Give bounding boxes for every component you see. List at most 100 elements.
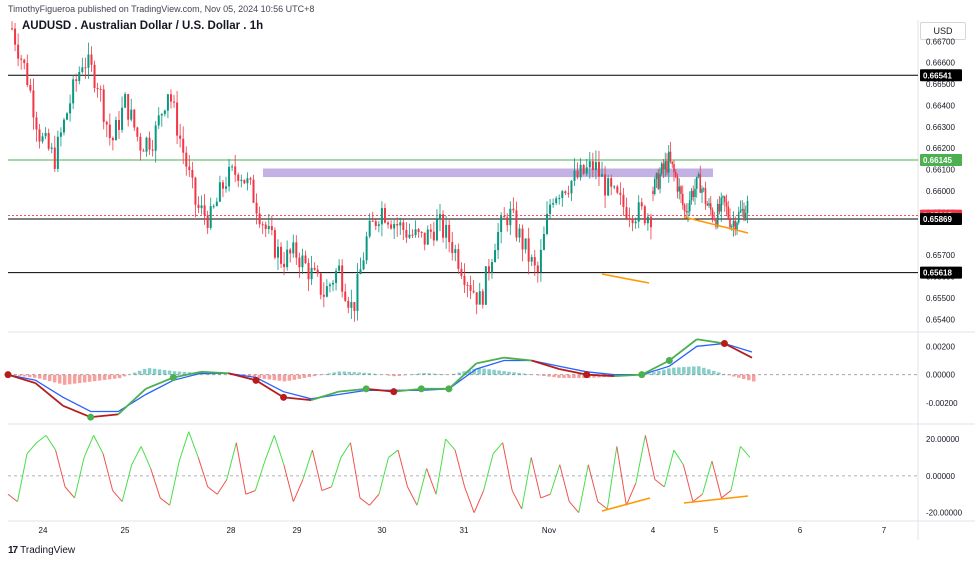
candle-body bbox=[542, 234, 545, 250]
candle-body bbox=[44, 132, 47, 137]
macd-histogram-bar bbox=[547, 374, 551, 377]
price-tick-label: 0.65500 bbox=[926, 294, 955, 303]
macd-histogram-bar bbox=[747, 374, 751, 381]
macd-histogram-bar bbox=[417, 373, 421, 375]
macd-histogram-bar bbox=[347, 371, 352, 375]
osc-line-segment bbox=[435, 438, 447, 495]
candle-body bbox=[506, 217, 509, 226]
macd-histogram-bar bbox=[212, 373, 217, 375]
osc-line-segment bbox=[45, 435, 56, 451]
macd-line-segment bbox=[338, 387, 367, 393]
osc-line-segment bbox=[254, 460, 266, 491]
macd-line-segment bbox=[228, 372, 257, 382]
candle-body bbox=[637, 202, 640, 222]
candle-body bbox=[173, 101, 176, 103]
candle-body bbox=[564, 191, 567, 194]
candle-body bbox=[524, 238, 527, 250]
macd-histogram-bar bbox=[577, 374, 581, 379]
candle-body bbox=[139, 136, 142, 151]
macd-histogram-bar bbox=[307, 374, 312, 378]
macd-histogram-bar bbox=[752, 374, 756, 382]
price-tick-label: 0.65400 bbox=[926, 315, 955, 324]
candle-body bbox=[390, 224, 393, 229]
osc-line-segment bbox=[74, 457, 85, 499]
osc-line-segment bbox=[511, 490, 523, 510]
osc-line-segment bbox=[454, 449, 466, 488]
candle-body bbox=[613, 186, 616, 188]
candle-body bbox=[280, 246, 283, 264]
candle-body bbox=[130, 109, 133, 120]
candle-body bbox=[50, 147, 53, 149]
macd-histogram-bar bbox=[672, 367, 676, 375]
macd-histogram-bar bbox=[352, 372, 357, 375]
osc-line-segment bbox=[568, 501, 580, 513]
macd-cross-dot bbox=[417, 385, 425, 393]
macd-tick-label: -0.00200 bbox=[926, 399, 958, 408]
macd-histogram-bar bbox=[567, 374, 571, 379]
divergence-line bbox=[683, 216, 749, 234]
candle-body bbox=[445, 224, 448, 238]
candle-body bbox=[209, 206, 212, 228]
candle-body bbox=[671, 161, 674, 165]
candle-body bbox=[643, 206, 646, 224]
candle-body bbox=[539, 249, 542, 273]
candle-body bbox=[518, 228, 521, 238]
candle-body bbox=[610, 178, 613, 187]
candle-body bbox=[743, 208, 745, 220]
osc-line-segment bbox=[302, 449, 313, 480]
osc-line-segment bbox=[93, 435, 104, 454]
osc-line-segment bbox=[654, 479, 665, 488]
macd-histogram-bar bbox=[467, 370, 471, 375]
candle-body bbox=[332, 282, 334, 285]
macd-histogram-bar bbox=[137, 370, 142, 375]
currency-button[interactable]: USD bbox=[920, 22, 966, 40]
macd-histogram-bar bbox=[392, 374, 396, 377]
macd-histogram-bar bbox=[342, 371, 347, 375]
macd-line-segment bbox=[476, 356, 505, 365]
candle-body bbox=[652, 190, 654, 195]
macd-histogram-bar bbox=[722, 373, 726, 375]
candle-body bbox=[604, 174, 607, 196]
candle-body bbox=[316, 269, 319, 274]
macd-histogram-bar bbox=[102, 374, 107, 380]
macd-histogram-bar bbox=[592, 374, 596, 378]
macd-histogram-bar bbox=[457, 372, 461, 375]
candle-body bbox=[439, 214, 441, 220]
candle-body bbox=[695, 176, 698, 189]
candle-body bbox=[99, 88, 102, 90]
osc-line-segment bbox=[197, 457, 209, 488]
candle-body bbox=[142, 150, 145, 152]
candle-body bbox=[555, 198, 558, 204]
x-tick-label: 4 bbox=[651, 526, 656, 535]
symbol-title[interactable]: AUDUSD . Australian Dollar / U.S. Dollar… bbox=[22, 20, 264, 32]
candle-body bbox=[298, 257, 301, 268]
candle-body bbox=[655, 173, 658, 180]
macd-histogram-bar bbox=[62, 374, 67, 385]
candle-body bbox=[283, 263, 286, 268]
osc-line-segment bbox=[540, 493, 551, 499]
candle-body bbox=[716, 203, 719, 227]
candle-body bbox=[718, 203, 721, 212]
candle-body bbox=[640, 202, 643, 207]
candle-body bbox=[234, 166, 237, 175]
macd-histogram-bar bbox=[332, 372, 337, 375]
candle-body bbox=[414, 229, 417, 236]
candle-body bbox=[62, 119, 65, 133]
macd-histogram-bar bbox=[507, 371, 511, 375]
level-label: 0.66541 bbox=[923, 71, 952, 80]
candle-body bbox=[673, 164, 675, 173]
candle-body bbox=[723, 196, 726, 203]
macd-histogram-bar bbox=[742, 374, 746, 380]
osc-line-segment bbox=[131, 446, 142, 466]
macd-histogram-bar bbox=[647, 373, 651, 375]
candle-body bbox=[380, 208, 383, 225]
macd-line-segment bbox=[310, 390, 339, 402]
x-tick-label: 25 bbox=[121, 526, 130, 535]
macd-line-segment bbox=[668, 338, 698, 362]
candle-body bbox=[685, 210, 688, 213]
candle-body bbox=[273, 230, 276, 258]
osc-line-segment bbox=[178, 431, 190, 462]
candle-body bbox=[628, 218, 631, 220]
candle-body bbox=[87, 54, 90, 68]
